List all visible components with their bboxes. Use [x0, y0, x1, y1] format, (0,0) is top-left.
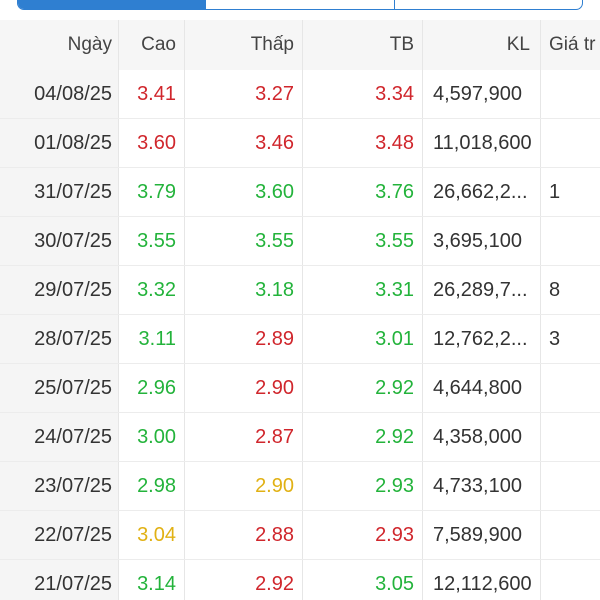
row-volume: 3,695,100 [422, 217, 540, 265]
row-avg: 2.92 [302, 413, 422, 461]
row-price [540, 560, 600, 600]
table-row[interactable]: 24/07/25 3.00 2.87 2.92 4,358,000 [0, 413, 600, 462]
row-date: 30/07/25 [0, 217, 118, 265]
row-price [540, 217, 600, 265]
row-low: 3.18 [184, 266, 302, 314]
row-volume: 4,733,100 [422, 462, 540, 510]
row-low: 3.55 [184, 217, 302, 265]
row-price [540, 462, 600, 510]
table-row[interactable]: 23/07/25 2.98 2.90 2.93 4,733,100 [0, 462, 600, 511]
row-avg: 2.93 [302, 462, 422, 510]
row-price: 8 [540, 266, 600, 314]
row-low: 2.87 [184, 413, 302, 461]
table-row[interactable]: 29/07/25 3.32 3.18 3.31 26,289,7... 8 [0, 266, 600, 315]
row-date: 31/07/25 [0, 168, 118, 216]
row-volume: 11,018,600 [422, 119, 540, 167]
segmented-control [17, 0, 583, 10]
row-high: 3.41 [118, 70, 184, 118]
row-date: 28/07/25 [0, 315, 118, 363]
row-price [540, 119, 600, 167]
row-volume: 4,644,800 [422, 364, 540, 412]
row-price [540, 413, 600, 461]
row-price [540, 511, 600, 559]
row-avg: 2.92 [302, 364, 422, 412]
row-low: 3.27 [184, 70, 302, 118]
segment-tab-2[interactable] [206, 0, 395, 9]
row-date: 01/08/25 [0, 119, 118, 167]
row-high: 3.32 [118, 266, 184, 314]
table-row[interactable]: 31/07/25 3.79 3.60 3.76 26,662,2... 1 [0, 168, 600, 217]
table-row[interactable]: 22/07/25 3.04 2.88 2.93 7,589,900 [0, 511, 600, 560]
row-avg: 3.76 [302, 168, 422, 216]
segment-tab-3[interactable] [395, 0, 582, 9]
row-high: 3.60 [118, 119, 184, 167]
row-avg: 3.55 [302, 217, 422, 265]
table-row[interactable]: 21/07/25 3.14 2.92 3.05 12,112,600 [0, 560, 600, 600]
row-date: 04/08/25 [0, 70, 118, 118]
row-high: 2.98 [118, 462, 184, 510]
header-low[interactable]: Thấp [184, 20, 302, 70]
table-row[interactable]: 01/08/25 3.60 3.46 3.48 11,018,600 [0, 119, 600, 168]
row-high: 3.04 [118, 511, 184, 559]
row-price [540, 70, 600, 118]
row-date: 23/07/25 [0, 462, 118, 510]
table-row[interactable]: 30/07/25 3.55 3.55 3.55 3,695,100 [0, 217, 600, 266]
row-price [540, 364, 600, 412]
row-volume: 4,597,900 [422, 70, 540, 118]
table-header: Ngày Cao Thấp TB KL Giá tr [0, 20, 600, 70]
row-volume: 12,762,2... [422, 315, 540, 363]
table-row[interactable]: 25/07/25 2.96 2.90 2.92 4,644,800 [0, 364, 600, 413]
row-volume: 26,289,7... [422, 266, 540, 314]
row-avg: 3.34 [302, 70, 422, 118]
header-volume[interactable]: KL [422, 20, 540, 70]
row-date: 24/07/25 [0, 413, 118, 461]
row-volume: 26,662,2... [422, 168, 540, 216]
row-low: 2.90 [184, 462, 302, 510]
header-avg[interactable]: TB [302, 20, 422, 70]
row-volume: 4,358,000 [422, 413, 540, 461]
row-low: 2.92 [184, 560, 302, 600]
row-high: 3.00 [118, 413, 184, 461]
row-price: 1 [540, 168, 600, 216]
header-high[interactable]: Cao [118, 20, 184, 70]
row-date: 21/07/25 [0, 560, 118, 600]
row-high: 3.55 [118, 217, 184, 265]
row-avg: 2.93 [302, 511, 422, 559]
row-volume: 7,589,900 [422, 511, 540, 559]
row-date: 22/07/25 [0, 511, 118, 559]
row-low: 3.60 [184, 168, 302, 216]
row-low: 2.88 [184, 511, 302, 559]
header-price[interactable]: Giá tr [540, 20, 600, 70]
row-low: 2.90 [184, 364, 302, 412]
row-low: 2.89 [184, 315, 302, 363]
row-date: 25/07/25 [0, 364, 118, 412]
row-low: 3.46 [184, 119, 302, 167]
row-price: 3 [540, 315, 600, 363]
row-date: 29/07/25 [0, 266, 118, 314]
table-row[interactable]: 28/07/25 3.11 2.89 3.01 12,762,2... 3 [0, 315, 600, 364]
row-avg: 3.01 [302, 315, 422, 363]
row-high: 3.14 [118, 560, 184, 600]
table-row[interactable]: 04/08/25 3.41 3.27 3.34 4,597,900 [0, 70, 600, 119]
header-date[interactable]: Ngày [0, 20, 118, 70]
row-high: 3.11 [118, 315, 184, 363]
row-high: 2.96 [118, 364, 184, 412]
row-avg: 3.48 [302, 119, 422, 167]
row-high: 3.79 [118, 168, 184, 216]
segment-tab-1[interactable] [18, 0, 207, 9]
row-avg: 3.31 [302, 266, 422, 314]
row-volume: 12,112,600 [422, 560, 540, 600]
price-history-table: Ngày Cao Thấp TB KL Giá tr 04/08/25 3.41 3… [0, 20, 600, 600]
table-body: 04/08/25 3.41 3.27 3.34 4,597,900 01/08/25 3.6… [0, 70, 600, 600]
row-avg: 3.05 [302, 560, 422, 600]
